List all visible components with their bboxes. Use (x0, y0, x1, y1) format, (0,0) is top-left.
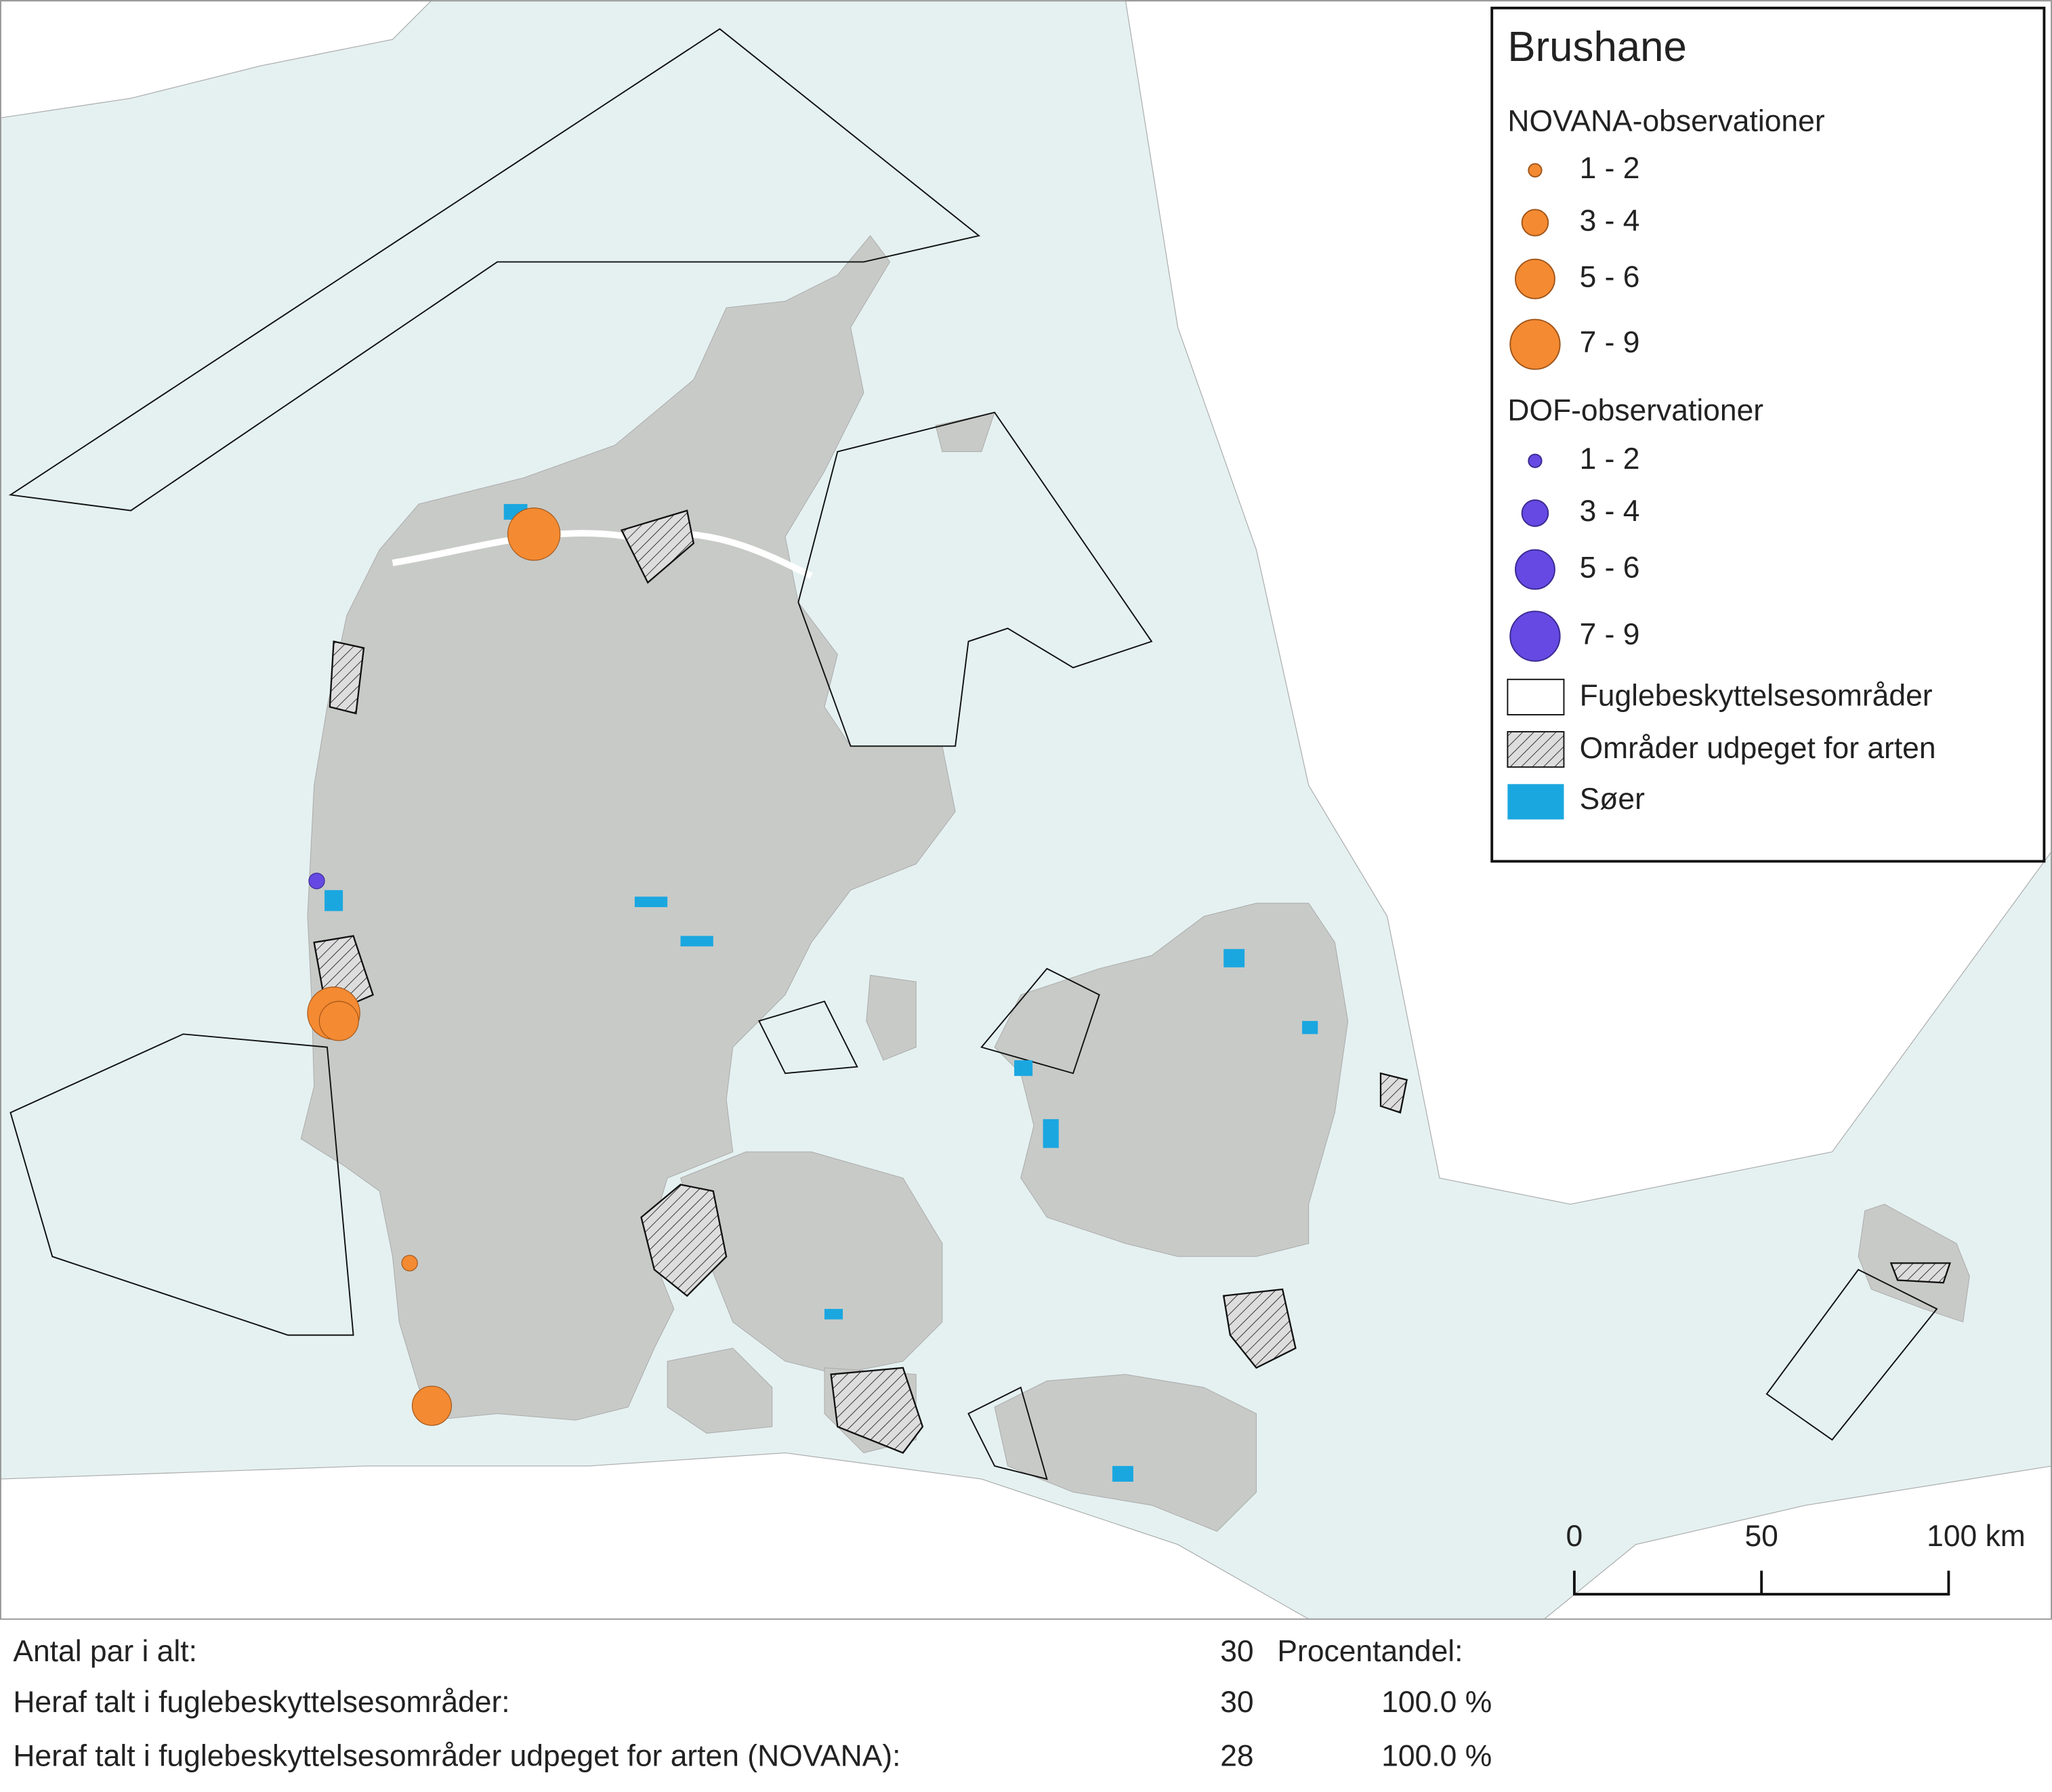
scale-bar: 0 50 100 km (1566, 1520, 2026, 1596)
legend-symbol (1528, 453, 1543, 468)
table-percent: Procentandel: (1277, 1635, 1463, 1668)
summary-table: Antal par i alt: 30 Procentandel: Heraf … (13, 1635, 1492, 1773)
designated-area (620, 509, 695, 584)
legend-item: 7 - 9 (1580, 326, 1640, 359)
lake (1043, 1119, 1059, 1148)
legend-section-title: NOVANA-observationer (1507, 105, 1824, 138)
protection-area (8, 28, 981, 512)
legend-symbol (1509, 318, 1561, 370)
legend-item: 7 - 9 (1580, 618, 1640, 651)
legend-item: 1 - 2 (1580, 152, 1640, 185)
legend-swatch (1507, 731, 1565, 768)
lake (1223, 949, 1245, 967)
scale-line (1572, 1570, 1950, 1596)
lake (824, 1308, 843, 1320)
legend-item: 3 - 4 (1580, 204, 1640, 237)
lake (1302, 1020, 1318, 1035)
legend: Brushane NOVANA-observationer 1 - 2 3 - … (1490, 6, 2046, 863)
observations (307, 507, 561, 1426)
legend-swatch (1507, 784, 1564, 820)
table-label: Heraf talt i fuglebeskyttelsesområder: (13, 1686, 509, 1719)
novana-observation (411, 1385, 453, 1426)
legend-title: Brushane (1507, 24, 1687, 70)
protection-area (758, 1000, 858, 1075)
lolland-falster (994, 1374, 1257, 1532)
table-label: Antal par i alt: (13, 1635, 197, 1668)
lake (634, 896, 668, 907)
protection-area (9, 1033, 354, 1336)
lake (1112, 1465, 1133, 1482)
lake (324, 890, 343, 911)
legend-symbol (1528, 163, 1543, 178)
legend-item: 3 - 4 (1580, 495, 1640, 528)
island (667, 1348, 773, 1434)
legend-item: 5 - 6 (1580, 551, 1640, 584)
germany (0, 1452, 1310, 1620)
protection-area (797, 411, 1153, 747)
table-percent: 100.0 % (1381, 1739, 1492, 1772)
protection-areas (8, 28, 1938, 1480)
designated-area (329, 640, 365, 715)
legend-symbol (1515, 549, 1555, 590)
protection-area (967, 1386, 1048, 1480)
jutland (300, 235, 956, 1421)
lake (680, 936, 713, 946)
scale-label: 50 (1744, 1520, 1778, 1553)
dof-observation (308, 873, 325, 890)
designated-area (830, 1367, 924, 1454)
map-frame (0, 0, 2052, 1620)
legend-symbol (1515, 258, 1555, 299)
legend-section-title: DOF-observationer (1507, 394, 1763, 427)
legend-item: 1 - 2 (1580, 442, 1640, 476)
designated-area (640, 1184, 728, 1297)
legend-swatch (1507, 678, 1565, 715)
legend-item: 5 - 6 (1580, 260, 1640, 293)
lakes (324, 503, 1318, 1482)
legend-item: Søer (1580, 783, 1645, 816)
table-percent: 100.0 % (1381, 1686, 1492, 1719)
island (866, 974, 917, 1061)
legend-symbol (1509, 610, 1561, 662)
designated-areas (313, 509, 1951, 1454)
table-count: 30 (1220, 1686, 1253, 1719)
protection-area (980, 967, 1100, 1075)
designated-area (1379, 1072, 1408, 1114)
scale-label: 100 km (1927, 1520, 2026, 1553)
table-label: Heraf talt i fuglebeskyttelsesområder ud… (13, 1739, 900, 1772)
designated-area (1222, 1288, 1297, 1369)
novana-observation (401, 1255, 418, 1272)
norway (0, 0, 433, 119)
legend-box (1490, 6, 2046, 863)
scale-label: 0 (1566, 1520, 1583, 1553)
protection-area (1765, 1268, 1938, 1441)
legend-item: Områder udpeget for arten (1580, 732, 1936, 765)
legend-symbol (1521, 209, 1549, 236)
table-count: 30 (1220, 1635, 1253, 1668)
zealand (994, 902, 1349, 1257)
novana-observation (318, 1001, 359, 1041)
legend-symbol (1521, 499, 1549, 527)
novana-observation (507, 507, 561, 561)
legend-item: Fuglebeskyttelsesområder (1580, 680, 1933, 713)
designated-area (1889, 1262, 1951, 1284)
funen (679, 1151, 943, 1375)
lake (1014, 1060, 1033, 1077)
table-count: 28 (1220, 1739, 1253, 1772)
